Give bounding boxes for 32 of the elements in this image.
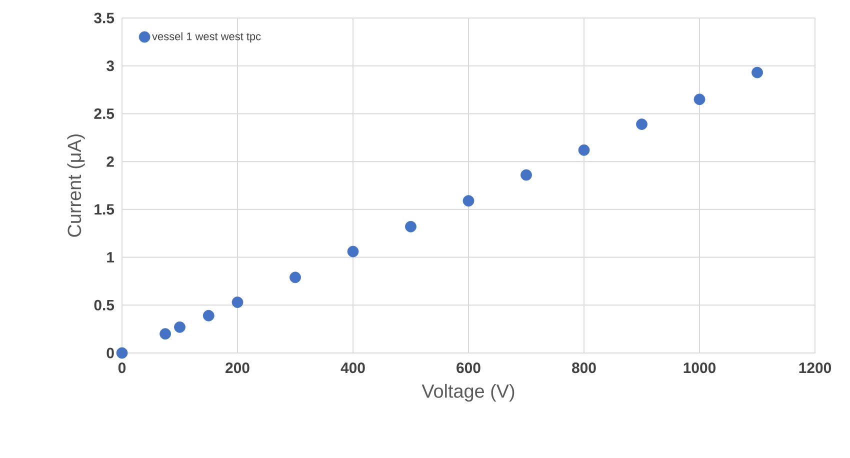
point (116, 347, 128, 359)
x-tick-label: 200 (226, 362, 250, 374)
y-tick-label: 3.5 (94, 12, 114, 24)
y-tick-label: 2 (106, 156, 114, 167)
point (636, 118, 648, 130)
x-tick-label: 800 (572, 362, 596, 374)
x-tick-label: 1200 (799, 362, 831, 374)
y-tick-label: 1 (107, 252, 114, 262)
point (694, 94, 706, 106)
x-tick-label: 0 (118, 362, 126, 374)
y-axis-title: Current (μA) (67, 134, 85, 237)
point (752, 66, 763, 78)
point (520, 169, 532, 181)
point (578, 144, 590, 156)
point (160, 328, 172, 340)
x-tick-label: 600 (456, 362, 480, 374)
y-tick-label: 0 (106, 348, 114, 358)
point (462, 195, 474, 207)
point (290, 272, 301, 284)
point (347, 246, 359, 258)
point (232, 296, 244, 308)
point (405, 220, 416, 232)
point (202, 310, 214, 322)
x-axis-title: Voltage (V) (422, 384, 514, 402)
y-tick-label: 1.5 (94, 204, 114, 215)
y-tick-label: 2.5 (94, 108, 114, 119)
point (174, 321, 186, 333)
x-tick-label: 1000 (684, 362, 716, 374)
x-tick-label: 400 (340, 362, 365, 374)
y-tick-label: 0.5 (94, 300, 114, 310)
y-tick-label: 3 (106, 60, 114, 72)
legend-label: vessel 1 west west tpc (152, 32, 261, 42)
